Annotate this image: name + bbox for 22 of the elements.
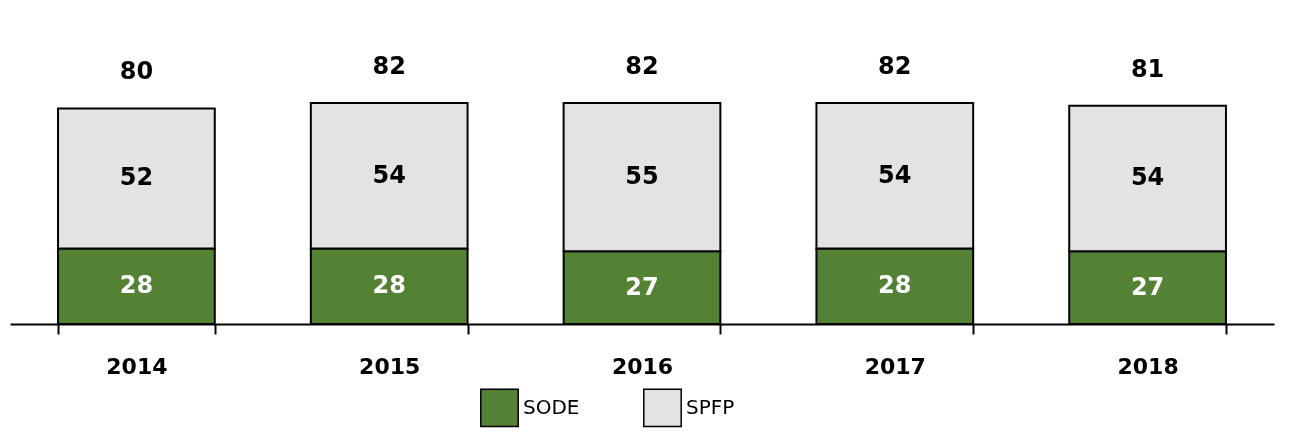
data-label: 28	[372, 271, 406, 300]
x-tick-label: 2015	[359, 353, 421, 379]
total-label: 82	[878, 52, 912, 80]
data-label: 27	[625, 272, 659, 301]
x-tick-label: 2016	[611, 353, 674, 379]
data-label: 28	[119, 271, 154, 300]
data-label: 52	[119, 163, 154, 192]
x-tick-label: 2017	[864, 353, 926, 379]
data-label: 54	[372, 160, 406, 189]
total-label: 81	[1130, 54, 1165, 83]
data-label: 28	[878, 271, 912, 300]
x-tick-label: 2018	[1117, 353, 1179, 379]
x-tick-label: 2014	[106, 353, 168, 379]
total-label: 82	[372, 52, 406, 80]
data-label: 54	[1130, 163, 1165, 192]
legend-label: SPFP	[686, 394, 735, 419]
data-label: 55	[625, 162, 659, 191]
data-label: 54	[878, 160, 912, 189]
legend-label: SODE	[523, 394, 580, 419]
data-label: 27	[1130, 272, 1165, 301]
total-label: 82	[625, 52, 659, 80]
total-label: 80	[119, 57, 154, 86]
